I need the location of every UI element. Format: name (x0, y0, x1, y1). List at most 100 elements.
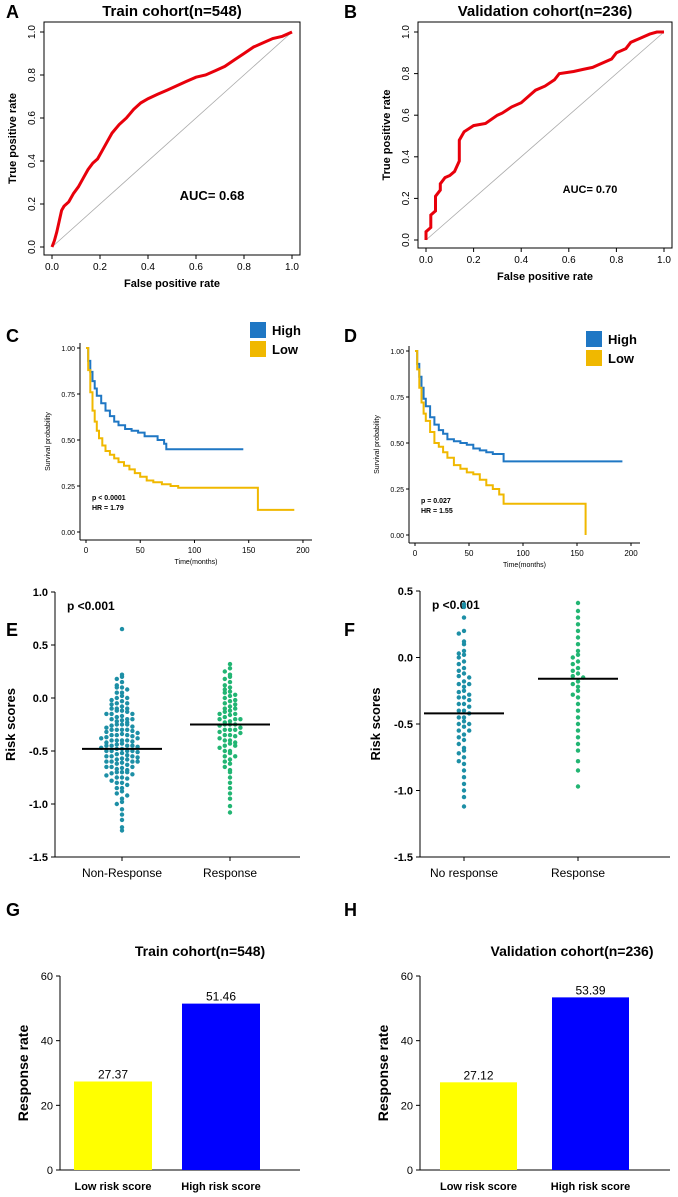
data-point-e (227, 775, 233, 780)
bar-value-label-g: 27.37 (98, 1068, 128, 1082)
y-axis-label-c: Survival probability (45, 412, 52, 471)
x-tick-label-c: 100 (188, 546, 202, 555)
data-point-e (130, 739, 135, 744)
y-tick-label-f: 0.0 (398, 653, 413, 665)
data-point-e (227, 719, 233, 724)
x-tick-label-a: 1.0 (285, 262, 299, 273)
data-point-e (227, 699, 233, 704)
data-point-f (570, 692, 575, 697)
data-point-f (575, 759, 581, 764)
km-curve-high-d (415, 350, 623, 463)
data-point-e (130, 717, 135, 722)
data-point-f (456, 695, 461, 700)
data-point-e (114, 770, 120, 775)
data-point-e (227, 732, 233, 738)
data-point-f (461, 652, 467, 657)
panel-letter-b: B (344, 2, 357, 22)
data-point-e (233, 706, 238, 711)
km-curve-high-c (86, 347, 244, 451)
data-point-e (217, 729, 222, 735)
y-tick-label-c: 0.75 (61, 392, 75, 399)
data-point-e (119, 825, 125, 830)
data-point-e (114, 732, 120, 738)
data-point-e (222, 676, 227, 682)
data-point-f (461, 615, 467, 620)
data-point-e (119, 799, 125, 805)
y-axis-label-h: Response rate (375, 1025, 391, 1122)
data-point-e (119, 812, 125, 817)
data-point-e (104, 740, 109, 745)
data-point-f (456, 751, 461, 756)
y-tick-label-e: 0.5 (33, 640, 48, 652)
y-tick-label-f: -0.5 (394, 719, 413, 731)
data-point-e (130, 724, 135, 729)
data-point-f (461, 604, 467, 610)
data-point-e (227, 770, 233, 775)
data-point-e (114, 761, 120, 766)
data-point-f (461, 688, 467, 693)
legend-label-low-d: Low (608, 351, 635, 366)
data-point-e (125, 776, 130, 781)
data-point-e (130, 764, 135, 770)
data-point-f (461, 708, 467, 713)
y-tick-label-a: 0.8 (27, 68, 38, 82)
data-point-f (575, 652, 581, 657)
p-value-annotation-c: p < 0.0001 (92, 495, 126, 502)
data-point-e (114, 714, 120, 720)
hr-annotation-c: HR = 1.79 (92, 505, 124, 512)
data-point-f (570, 681, 575, 687)
data-point-e (227, 685, 233, 690)
data-point-f (456, 715, 461, 720)
data-point-f (575, 688, 581, 693)
bar-h (552, 997, 629, 1170)
data-point-f (570, 673, 575, 679)
data-point-e (114, 727, 120, 732)
km-curve-low-d (415, 350, 587, 535)
data-point-f (461, 659, 467, 664)
data-point-f (575, 784, 581, 789)
y-axis-label-g: Response rate (15, 1025, 31, 1122)
bar-g (74, 1081, 152, 1170)
data-point-e (104, 748, 109, 754)
data-point-e (104, 725, 109, 730)
data-point-e (222, 701, 227, 706)
data-point-e (222, 706, 227, 711)
data-point-f (461, 665, 467, 671)
x-tick-label-b: 0.8 (609, 255, 623, 266)
data-point-f (575, 642, 581, 647)
data-point-e (119, 775, 125, 780)
data-point-e (227, 785, 233, 791)
x-tick-label-b: 0.6 (562, 255, 576, 266)
data-point-f (461, 737, 467, 743)
y-tick-label-g: 60 (41, 971, 53, 983)
data-point-e (114, 742, 120, 747)
data-point-f (456, 668, 461, 673)
y-tick-label-e: -1.0 (29, 799, 48, 811)
data-point-e (125, 701, 130, 706)
x-tick-label-c: 150 (242, 546, 256, 555)
data-point-e (99, 736, 104, 741)
data-point-e (114, 757, 120, 762)
y-tick-label-h: 60 (401, 971, 413, 983)
data-point-e (119, 690, 125, 695)
data-point-e (119, 674, 125, 679)
x-tick-label-a: 0.2 (93, 262, 107, 273)
x-tick-label-b: 0.2 (467, 255, 481, 266)
data-point-e (109, 732, 114, 738)
bar-value-label-h: 53.39 (575, 983, 605, 997)
y-tick-label-d: 0.75 (390, 395, 404, 402)
data-point-e (109, 764, 114, 770)
panel-letter-a: A (6, 2, 19, 22)
data-point-f (575, 684, 581, 689)
data-point-e (222, 683, 227, 688)
data-point-f (461, 642, 467, 647)
data-point-f (575, 721, 581, 727)
data-point-f (461, 755, 467, 760)
x-tick-label-d: 0 (413, 549, 418, 558)
data-point-f (575, 695, 581, 700)
data-point-e (222, 732, 227, 738)
data-point-e (238, 725, 243, 730)
data-point-e (130, 743, 135, 748)
y-tick-label-b: 0.0 (401, 233, 412, 247)
y-axis-label-a: True positive rate (7, 93, 19, 184)
